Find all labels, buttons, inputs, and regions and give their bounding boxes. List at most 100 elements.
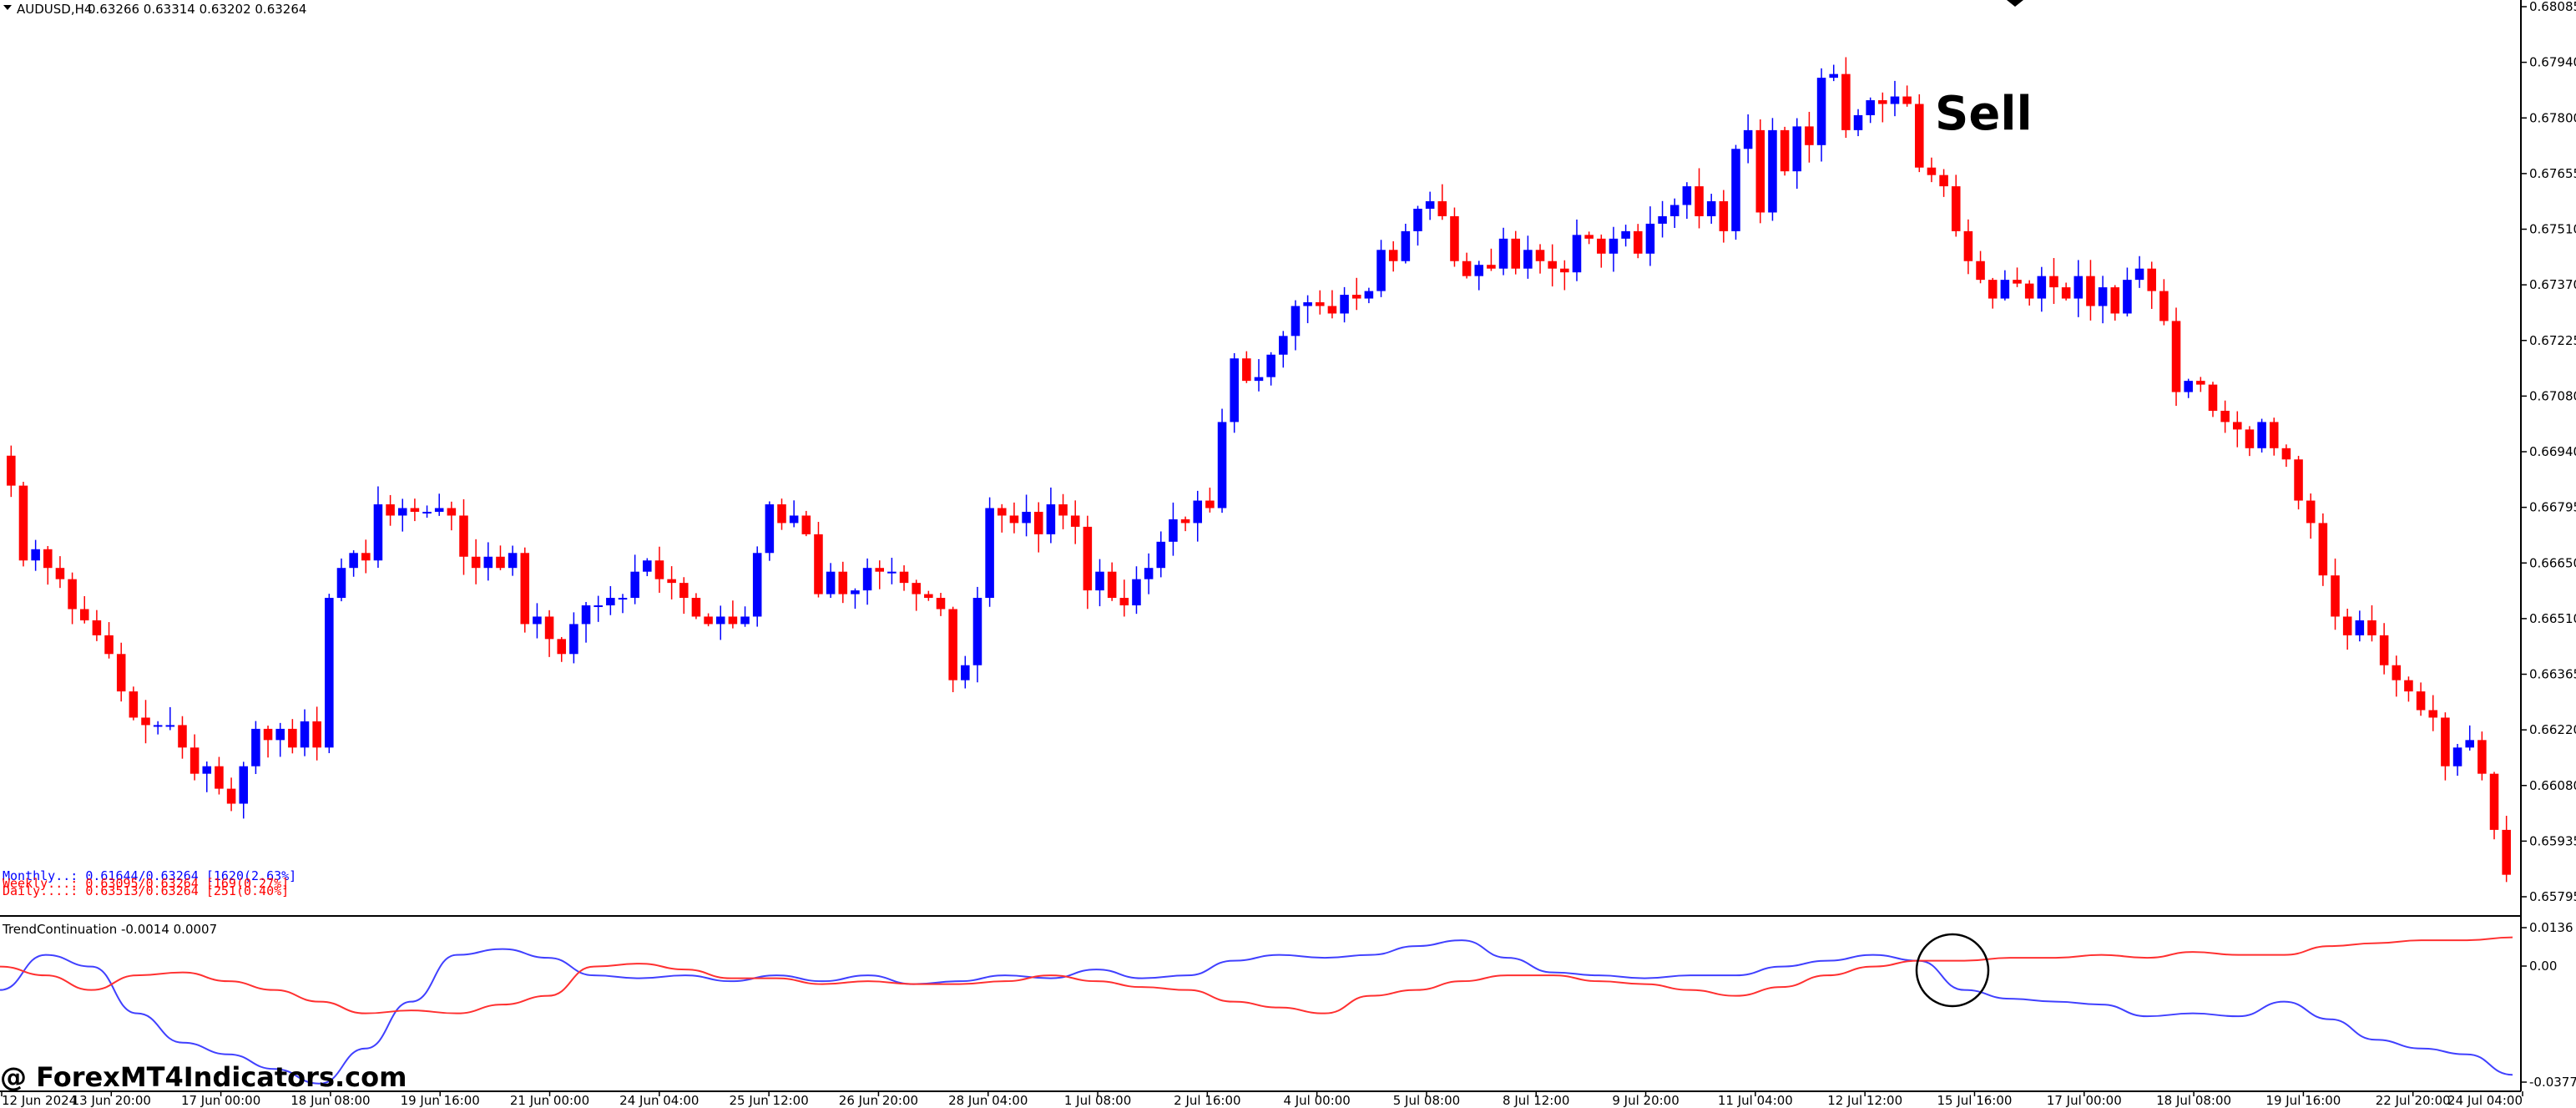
bullish-candle [1706, 201, 1716, 216]
bearish-candle [410, 508, 420, 512]
bearish-candle [1437, 201, 1447, 216]
bullish-candle [2123, 280, 2132, 314]
bullish-candle [569, 624, 578, 655]
bearish-candle [814, 534, 823, 594]
bearish-candle [2110, 287, 2120, 314]
bearish-candle [2245, 429, 2255, 448]
bearish-candle [1841, 73, 1851, 130]
price-axis-label: 0.67655 [2529, 166, 2576, 181]
bullish-candle [972, 598, 982, 665]
bearish-candle [1902, 96, 1912, 104]
bullish-candle [1853, 114, 1863, 130]
bearish-candle [1633, 230, 1643, 254]
bullish-candle [275, 728, 285, 741]
chevron-down-icon[interactable] [3, 5, 12, 10]
bearish-candle [997, 508, 1007, 516]
bearish-candle [679, 583, 689, 599]
bearish-candle [2220, 410, 2230, 422]
price-axis-label: 0.66080 [2529, 778, 2576, 793]
bearish-candle [1070, 515, 1080, 527]
bearish-candle [226, 788, 236, 804]
bearish-candle [2416, 691, 2426, 711]
candlestick-series [7, 57, 2511, 883]
price-axis-label: 0.67370 [2529, 277, 2576, 292]
bearish-candle [936, 598, 946, 610]
bearish-candle [1033, 511, 1043, 534]
bearish-candle [1755, 129, 1765, 213]
time-axis-label: 5 Jul 08:00 [1393, 1093, 1460, 1108]
bearish-candle [912, 583, 921, 594]
bullish-candle [1144, 568, 1154, 579]
watermark: @ ForexMT4Indicators.com [0, 1061, 407, 1093]
bearish-candle [2208, 384, 2218, 411]
bearish-candle [18, 485, 28, 561]
bearish-candle [520, 553, 530, 625]
bullish-candle [606, 598, 615, 606]
indicator-axis-label: 0.0136 [2529, 920, 2573, 935]
bullish-candle [2452, 747, 2462, 766]
bearish-candle [2428, 710, 2438, 718]
bearish-candle [1963, 230, 1973, 261]
bearish-candle [777, 504, 786, 524]
time-axis-label: 13 Jun 20:00 [72, 1093, 151, 1108]
time-axis-label: 12 Jun 2024 [2, 1093, 77, 1108]
bearish-candle [557, 639, 567, 655]
bearish-candle [2086, 276, 2095, 306]
bullish-candle [1266, 354, 1275, 377]
bearish-candle [1805, 126, 1814, 145]
time-axis-label: 11 Jul 04:00 [1718, 1093, 1793, 1108]
bearish-candle [691, 598, 701, 617]
bullish-candle [789, 515, 799, 524]
bearish-candle [116, 654, 126, 692]
bullish-candle [887, 571, 897, 574]
time-axis-label: 21 Jun 00:00 [510, 1093, 589, 1108]
price-panel[interactable] [7, 57, 2511, 883]
bearish-candle [801, 515, 811, 534]
bearish-candle [2147, 268, 2156, 291]
bearish-candle [2489, 773, 2499, 830]
bearish-candle [2342, 616, 2352, 635]
bullish-candle [1498, 238, 1508, 269]
sell-signal-label: Sell [1935, 87, 2033, 141]
bearish-candle [55, 568, 65, 579]
bullish-candle [1474, 265, 1484, 276]
bullish-candle [593, 605, 603, 608]
bearish-candle [2013, 280, 2022, 284]
time-axis-label: 1 Jul 08:00 [1064, 1093, 1131, 1108]
bearish-candle [43, 549, 53, 569]
bullish-candle [349, 553, 358, 569]
bearish-candle [838, 571, 848, 594]
bullish-candle [1291, 306, 1301, 336]
bearish-candle [948, 609, 957, 680]
ohlc-readout: 0.63266 0.63314 0.63202 0.63264 [88, 2, 306, 17]
bearish-candle [2379, 635, 2389, 665]
bullish-candle [2184, 381, 2193, 392]
indicator-panel[interactable] [0, 933, 2513, 1085]
time-axis-label: 12 Jul 12:00 [1827, 1093, 1902, 1108]
bullish-candle [1669, 205, 1679, 216]
bearish-candle [1719, 201, 1729, 231]
bullish-candle [1022, 511, 1031, 524]
bearish-candle [1487, 265, 1496, 269]
bearish-candle [263, 728, 273, 741]
bullish-candle [851, 590, 860, 594]
bearish-candle [2306, 500, 2316, 524]
bullish-candle [1645, 223, 1655, 254]
bullish-candle [2000, 280, 2010, 299]
bearish-candle [178, 725, 187, 748]
bearish-candle [2061, 287, 2071, 299]
time-axis-label: 8 Jul 12:00 [1503, 1093, 1569, 1108]
bearish-candle [129, 691, 139, 718]
indicator-axis: 0.0136 0.00 -0.0377 [2521, 920, 2576, 1090]
bullish-candle [1792, 126, 1802, 172]
bearish-candle [1119, 598, 1129, 606]
bearish-candle [1927, 167, 1937, 175]
bearish-candle [1548, 261, 1557, 269]
time-axis-label: 9 Jul 20:00 [1612, 1093, 1679, 1108]
price-axis-label: 0.66650 [2529, 555, 2576, 570]
bearish-candle [1535, 250, 1545, 261]
bearish-candle [1450, 215, 1459, 261]
bullish-candle [1303, 302, 1312, 306]
bullish-candle [1682, 186, 1692, 205]
